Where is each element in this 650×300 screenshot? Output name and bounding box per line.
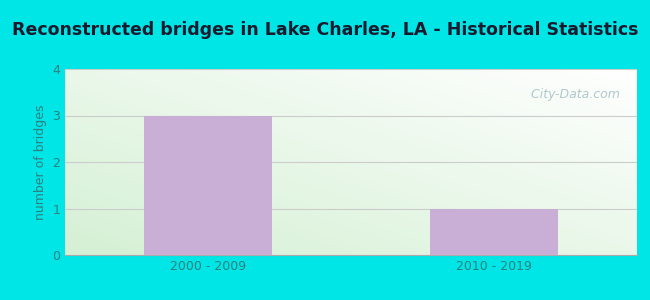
Text: City-Data.com: City-Data.com — [527, 88, 620, 100]
Bar — [144, 116, 272, 255]
Bar — [430, 208, 558, 255]
Text: Reconstructed bridges in Lake Charles, LA - Historical Statistics: Reconstructed bridges in Lake Charles, L… — [12, 21, 638, 39]
Y-axis label: number of bridges: number of bridges — [34, 104, 47, 220]
